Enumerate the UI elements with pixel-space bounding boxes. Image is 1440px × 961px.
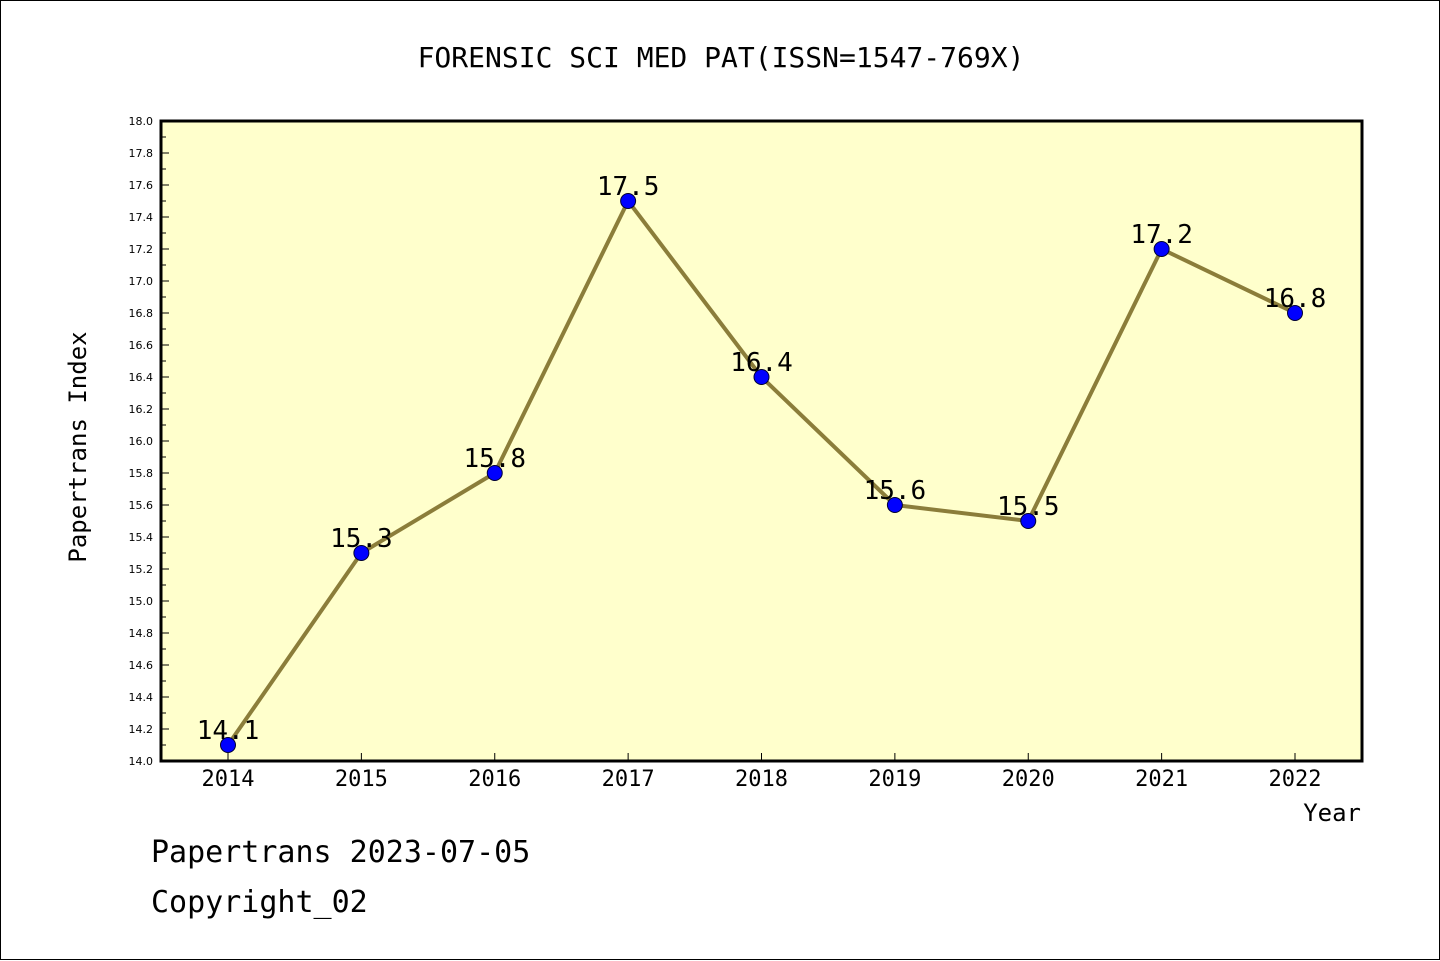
y-tick-label: 16.8 — [129, 307, 154, 320]
data-point — [1287, 305, 1303, 321]
x-tick-label: 2021 — [1135, 767, 1188, 792]
y-tick-label: 14.6 — [129, 659, 154, 672]
y-tick-label: 17.0 — [129, 275, 154, 288]
data-point — [620, 193, 637, 209]
data-label: 17.2 — [1130, 220, 1193, 250]
x-tick-label: 2014 — [202, 767, 255, 792]
y-tick-label: 17.6 — [129, 179, 154, 192]
y-axis: 14.0 14.2 14.4 14.6 14.8 15.0 15.2 15.4 15.6 15.8… — [129, 115, 169, 768]
data-label: 15.6 — [864, 476, 927, 506]
plot-area — [159, 119, 1364, 763]
x-tick-label: 2022 — [1269, 767, 1322, 792]
x-axis-label: Year — [1303, 799, 1361, 827]
data-point — [220, 737, 236, 753]
data-point — [753, 369, 770, 385]
y-tick-label: 15.8 — [129, 467, 154, 480]
footer-copyright: Copyright_02 — [151, 885, 368, 920]
y-tick-label: 16.2 — [129, 403, 154, 416]
y-tick-label: 16.4 — [129, 371, 154, 384]
data-point — [1153, 241, 1170, 257]
data-label: 14.1 — [197, 716, 260, 746]
data-point — [353, 545, 370, 561]
data-point — [1020, 513, 1037, 529]
y-tick-label: 16.0 — [129, 435, 154, 448]
y-tick-label: 15.6 — [129, 499, 154, 512]
x-tick-label: 2020 — [1002, 767, 1055, 792]
data-label: 15.3 — [330, 524, 393, 554]
data-label: 16.8 — [1264, 284, 1327, 314]
x-axis: 2014 2015 2016 2017 2018 2019 2020 2021 2022 — [202, 753, 1322, 792]
data-point — [486, 465, 503, 481]
y-tick-label: 14.4 — [129, 691, 154, 704]
footer-date: Papertrans 2023-07-05 — [151, 835, 531, 870]
chart-title: FORENSIC SCI MED PAT(ISSN=1547-769X) — [418, 41, 1025, 74]
data-label: 17.5 — [597, 172, 660, 202]
x-tick-label: 2018 — [735, 767, 788, 792]
data-label: 16.4 — [730, 348, 793, 378]
y-tick-label: 14.8 — [129, 627, 154, 640]
y-tick-label: 15.0 — [129, 595, 154, 608]
y-tick-label: 14.0 — [129, 755, 154, 768]
data-point — [886, 497, 903, 513]
y-tick-label: 17.4 — [129, 211, 154, 224]
data-label: 15.8 — [463, 444, 526, 474]
y-tick-label: 17.2 — [129, 243, 154, 256]
x-tick-label: 2019 — [868, 767, 921, 792]
y-tick-label: 15.2 — [129, 563, 154, 576]
y-tick-label: 18.0 — [129, 115, 154, 128]
x-tick-label: 2017 — [602, 767, 655, 792]
y-tick-label: 15.4 — [129, 531, 154, 544]
x-tick-label: 2015 — [335, 767, 388, 792]
data-label: 15.5 — [997, 492, 1060, 522]
y-axis-label: Papertrans Index — [64, 331, 92, 562]
x-tick-label: 2016 — [468, 767, 521, 792]
y-tick-label: 16.6 — [129, 339, 154, 352]
y-tick-label: 14.2 — [129, 723, 154, 736]
series-layer: 14.1 15.3 15.8 17.5 16.4 15.6 15.5 17.2 16.8 — [197, 172, 1327, 753]
y-tick-label: 17.8 — [129, 147, 154, 160]
